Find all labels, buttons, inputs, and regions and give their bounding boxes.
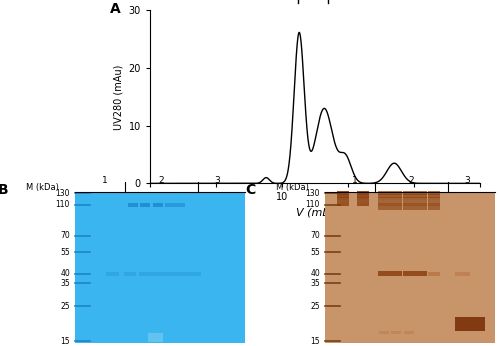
- Bar: [403, 194, 415, 198]
- Text: 1: 1: [102, 176, 108, 185]
- Bar: [356, 200, 368, 203]
- Text: 130: 130: [306, 189, 320, 198]
- Text: 70: 70: [60, 231, 70, 240]
- Bar: [403, 197, 415, 200]
- Bar: [189, 272, 201, 276]
- Bar: [390, 271, 402, 276]
- Text: 55: 55: [60, 248, 70, 257]
- Bar: [378, 194, 390, 198]
- Text: 40: 40: [60, 270, 70, 279]
- Text: 40: 40: [310, 270, 320, 279]
- Text: A: A: [110, 2, 121, 16]
- Bar: [124, 272, 136, 276]
- Bar: [428, 206, 440, 210]
- Bar: [356, 197, 368, 200]
- Bar: [403, 206, 415, 210]
- Bar: [390, 203, 402, 206]
- Text: 25: 25: [310, 302, 320, 311]
- Text: M (kDa): M (kDa): [276, 183, 309, 192]
- Bar: [378, 191, 390, 195]
- Bar: [390, 194, 402, 198]
- Text: C: C: [245, 183, 256, 197]
- Bar: [403, 271, 415, 276]
- Bar: [415, 197, 427, 200]
- Bar: [415, 191, 427, 195]
- Bar: [379, 331, 389, 334]
- Bar: [75, 192, 245, 343]
- Bar: [428, 200, 440, 203]
- Text: 35: 35: [310, 279, 320, 288]
- Bar: [390, 191, 402, 195]
- Bar: [455, 317, 485, 331]
- Bar: [415, 271, 427, 276]
- X-axis label: V (mL): V (mL): [296, 208, 334, 218]
- Text: 25: 25: [60, 302, 70, 311]
- Bar: [336, 191, 348, 195]
- Bar: [378, 200, 390, 203]
- Bar: [415, 194, 427, 198]
- Text: M (kDa): M (kDa): [26, 183, 59, 192]
- Text: B: B: [0, 183, 8, 197]
- Bar: [428, 194, 440, 198]
- Bar: [336, 203, 348, 206]
- Bar: [415, 203, 427, 206]
- Y-axis label: UV280 (mAu): UV280 (mAu): [113, 64, 123, 129]
- Bar: [152, 202, 162, 207]
- Bar: [455, 272, 470, 276]
- Text: 55: 55: [310, 248, 320, 257]
- Bar: [378, 271, 390, 276]
- Bar: [390, 206, 402, 210]
- Text: 2: 2: [158, 176, 164, 185]
- Bar: [176, 272, 189, 276]
- Bar: [403, 200, 415, 203]
- Text: 70: 70: [310, 231, 320, 240]
- Bar: [148, 334, 162, 342]
- Bar: [428, 203, 440, 206]
- Bar: [175, 202, 185, 207]
- Bar: [390, 197, 402, 200]
- Bar: [390, 200, 402, 203]
- Bar: [378, 197, 390, 200]
- Bar: [356, 203, 368, 206]
- Bar: [415, 206, 427, 210]
- Text: 2: 2: [408, 176, 414, 185]
- Bar: [325, 192, 495, 343]
- Bar: [336, 194, 348, 198]
- Text: 110: 110: [56, 200, 70, 209]
- Bar: [106, 272, 119, 276]
- Bar: [391, 331, 401, 334]
- Bar: [403, 191, 415, 195]
- Bar: [403, 203, 415, 206]
- Bar: [128, 202, 138, 207]
- Text: 130: 130: [56, 189, 70, 198]
- Bar: [404, 331, 414, 334]
- Text: 15: 15: [60, 337, 70, 346]
- Bar: [140, 202, 150, 207]
- Bar: [428, 272, 440, 276]
- Bar: [164, 272, 176, 276]
- Bar: [356, 191, 368, 195]
- Text: 110: 110: [306, 200, 320, 209]
- Bar: [378, 203, 390, 206]
- Bar: [415, 200, 427, 203]
- Bar: [336, 200, 348, 203]
- Bar: [165, 202, 175, 207]
- Text: 3: 3: [464, 176, 470, 185]
- Text: 15: 15: [310, 337, 320, 346]
- Bar: [151, 272, 164, 276]
- Text: 35: 35: [60, 279, 70, 288]
- Text: 1: 1: [352, 176, 358, 185]
- Bar: [336, 197, 348, 200]
- Bar: [428, 197, 440, 200]
- Text: 3: 3: [214, 176, 220, 185]
- Bar: [356, 194, 368, 198]
- Bar: [138, 272, 151, 276]
- Bar: [378, 206, 390, 210]
- Bar: [428, 191, 440, 195]
